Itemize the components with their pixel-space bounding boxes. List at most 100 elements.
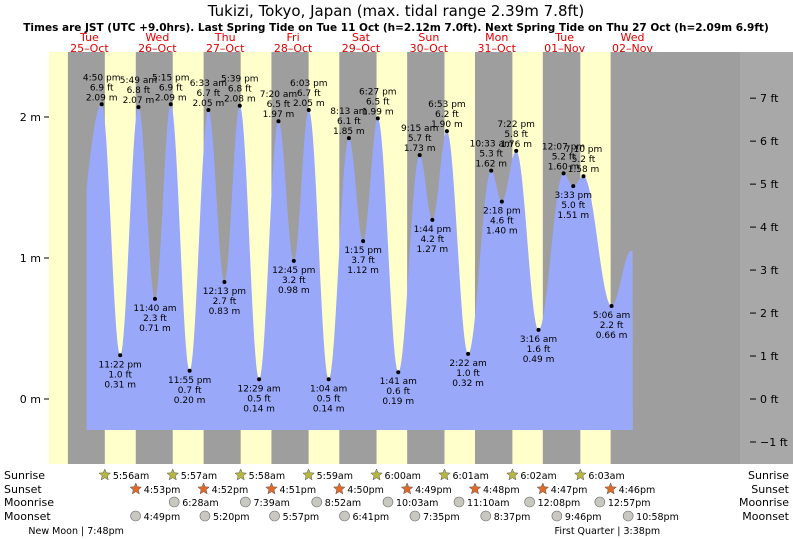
tide-point [306, 107, 311, 112]
tide-ft-label: 5.2 ft [572, 155, 596, 165]
y-tick-label-right: 1 ft [760, 350, 779, 363]
tide-time-label: 11:55 pm [168, 376, 211, 386]
row-label-right: Moonrise [739, 496, 789, 509]
y-tick-label-right: 7 ft [760, 92, 779, 105]
day-name: Fri [287, 31, 300, 44]
astro-time: 10:58pm [636, 512, 679, 523]
astro-time: 4:53pm [144, 485, 181, 496]
y-tick-label-right: 0 ft [760, 393, 779, 406]
tide-m-label: 1.85 m [333, 127, 365, 137]
y-tick-label-right: 3 ft [760, 264, 779, 277]
tide-ft-label: 1.6 ft [527, 345, 551, 355]
star-icon [604, 482, 618, 495]
moon-icon [382, 496, 394, 508]
moon-icon [524, 496, 535, 508]
astro-time: 6:28am [182, 498, 218, 509]
tide-time-label: 5:15 pm [152, 73, 190, 83]
star-icon [536, 482, 550, 495]
day-date: 29–Oct [342, 42, 381, 55]
tide-ft-label: 2.2 ft [600, 321, 624, 331]
day-name: Sat [352, 31, 371, 44]
tide-point [581, 174, 586, 179]
star-icon [370, 468, 383, 481]
tide-m-label: 2.07 m [123, 96, 155, 106]
day-name: Wed [145, 31, 169, 44]
tide-ft-label: 5.8 ft [504, 130, 528, 140]
tide-m-label: 0.32 m [452, 379, 484, 389]
astro-time: 4:50pm [347, 485, 384, 496]
astro-time: 8:52am [325, 498, 361, 509]
tide-ft-label: 6.7 ft [297, 89, 321, 99]
axes: 0 m 1 m 2 m −1 ft 0 ft 1 ft 2 ft 3 ft 4 ft 5 ft 6 … [20, 92, 789, 449]
astro-time: 5:56am [113, 471, 149, 482]
tide-ft-label: 6.9 ft [90, 83, 114, 93]
tide-m-label: 0.71 m [139, 324, 171, 334]
tide-ft-label: 5.2 ft [552, 152, 576, 162]
tide-ft-label: 3.7 ft [351, 256, 375, 266]
tide-area [86, 104, 633, 431]
star-icon [129, 482, 143, 495]
tide-time-label: 12:45 pm [272, 266, 315, 276]
star-icon [468, 482, 482, 495]
astro-time: 6:02am [520, 471, 556, 482]
tide-time-label: 5:49 am [120, 76, 157, 86]
tide-time-label: 6:27 pm [359, 87, 397, 97]
tide-point [136, 105, 141, 110]
day-name: Thu [214, 31, 236, 44]
star-icon [506, 468, 519, 481]
tide-m-label: 2.09 m [155, 93, 187, 103]
tide-point [257, 377, 262, 382]
tide-m-label: 1.58 m [568, 165, 600, 175]
tide-time-label: 10:33 am [470, 140, 513, 150]
astro-time: 4:47pm [551, 485, 588, 496]
tide-ft-label: 0.6 ft [386, 387, 410, 397]
tide-time-label: 6:03 pm [290, 79, 328, 89]
tide-point [168, 102, 173, 107]
y-tick-label-right: 5 ft [760, 178, 779, 191]
tide-ft-label: 0.7 ft [178, 386, 202, 396]
tide-ft-label: 5.3 ft [479, 150, 503, 160]
moon-icon [594, 496, 606, 508]
row-label-right: Moonset [742, 510, 789, 523]
tide-time-label: 4:50 pm [83, 73, 121, 83]
moon-icon [199, 510, 211, 522]
tide-time-label: 3:16 am [520, 335, 557, 345]
tide-ft-label: 2.7 ft [213, 297, 237, 307]
tide-point [571, 184, 576, 189]
tide-time-label: 11:22 pm [99, 360, 142, 370]
tide-ft-label: 1.0 ft [108, 370, 132, 380]
astro-time: 10:03am [396, 498, 438, 509]
tide-m-label: 0.98 m [278, 286, 310, 296]
tide-point [346, 136, 351, 141]
tide-time-label: 8:13 am [330, 107, 367, 117]
astro-time: 11:10am [467, 498, 509, 509]
astro-time: 4:51pm [279, 485, 316, 496]
y-tick-label-left: 1 m [20, 252, 41, 265]
moon-icon [453, 496, 465, 508]
tide-point [489, 168, 494, 173]
tide-m-label: 0.49 m [523, 355, 555, 365]
tide-ft-label: 5.7 ft [408, 134, 432, 144]
tide-m-label: 1.51 m [557, 211, 589, 221]
day-date: 02–Nov [612, 42, 653, 55]
astro-time: 4:48pm [483, 485, 520, 496]
tide-point [187, 368, 192, 373]
tide-point [361, 239, 366, 244]
tide-time-label: 6:53 pm [428, 100, 466, 110]
moon-icon [551, 510, 563, 522]
tide-point [430, 217, 435, 222]
y-tick-label-right: 4 ft [760, 221, 779, 234]
tide-time-label: 12:07 pm [542, 142, 585, 152]
day-name: Wed [621, 31, 645, 44]
day-headers: Tue25–OctWed26–OctThu27–OctFri28–OctSat2… [70, 31, 653, 55]
star-icon [197, 482, 210, 495]
star-icon [438, 468, 451, 481]
tide-ft-label: 0.5 ft [317, 394, 341, 404]
tide-annotations: 4:50 pm6.9 ft2.09 m11:22 pm1.0 ft0.31 m5… [83, 73, 630, 414]
moon-icon [269, 510, 280, 522]
astro-time: 5:20pm [213, 512, 250, 523]
moon-icon [240, 496, 251, 508]
astro-time: 9:46pm [565, 512, 602, 523]
moon-icon [130, 510, 141, 522]
